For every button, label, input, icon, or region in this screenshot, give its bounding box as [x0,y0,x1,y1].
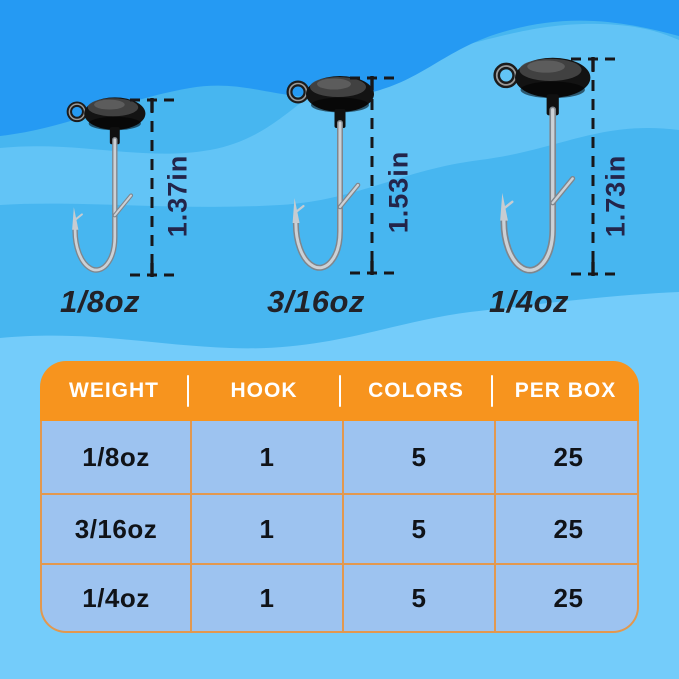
dimension-line-medium [350,76,394,275]
spec-table-header: WEIGHT HOOK COLORS PER BOX [40,361,639,421]
header-weight: WEIGHT [40,361,189,421]
spec-cell-per-box: 25 [494,563,637,631]
spec-cell-hook: 1 [190,421,342,493]
header-hook: HOOK [188,361,341,421]
header-separator [339,375,341,407]
spec-cell-per-box: 25 [494,421,637,493]
spec-cell-hook: 1 [190,563,342,631]
spec-cell-colors: 5 [342,493,494,563]
spec-cell-weight: 1/4oz [42,563,190,631]
header-colors: COLORS [340,361,493,421]
dimension-line-small [130,98,174,277]
weight-caption-large: 1/4oz [488,284,570,319]
length-measurement-medium: 1.53in [383,150,414,234]
header-per-box-label: PER BOX [514,379,617,402]
spec-cell-per-box: 25 [494,493,637,563]
weight-caption-small: 1/8oz [59,284,141,319]
header-separator [187,375,189,407]
header-weight-label: WEIGHT [69,379,159,402]
length-measurement-large: 1.73in [600,154,631,238]
spec-cell-colors: 5 [342,563,494,631]
spec-cell-weight: 3/16oz [42,493,190,563]
spec-cell-hook: 1 [190,493,342,563]
header-per-box: PER BOX [492,361,639,421]
spec-table-body: 1/8oz 1 5 25 3/16oz 1 5 25 1/4oz 1 5 25 [40,421,639,633]
dark-top-wave [0,0,679,136]
header-separator [491,375,493,407]
spec-table: WEIGHT HOOK COLORS PER BOX 1/8oz 1 5 25 … [40,361,639,633]
spec-cell-weight: 1/8oz [82,441,150,472]
dimension-line-large [571,57,615,276]
header-hook-label: HOOK [230,379,298,402]
spec-cell-colors: 5 [342,421,494,493]
length-measurement-small: 1.37in [162,154,193,238]
header-colors-label: COLORS [368,379,464,402]
weight-caption-medium: 3/16oz [267,284,365,319]
